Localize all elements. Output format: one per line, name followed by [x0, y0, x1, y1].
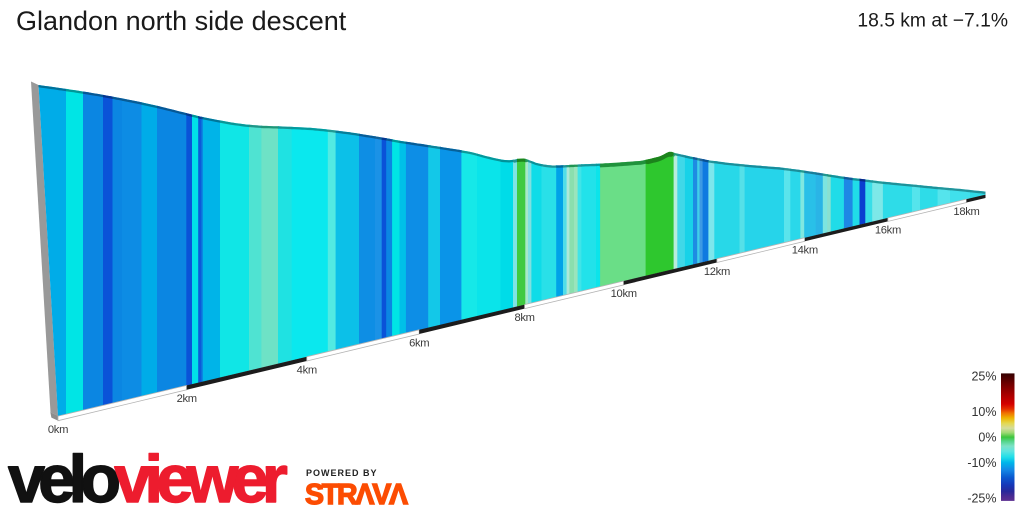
svg-text:Glandon north side descent: Glandon north side descent	[16, 6, 347, 36]
svg-text:4km: 4km	[297, 364, 317, 376]
svg-text:25%: 25%	[971, 370, 996, 384]
svg-text:12km: 12km	[704, 266, 730, 278]
svg-text:0%: 0%	[978, 431, 996, 445]
svg-text:POWERED BY: POWERED BY	[306, 468, 378, 478]
svg-text:14km: 14km	[792, 245, 818, 257]
svg-text:8km: 8km	[514, 312, 534, 324]
svg-text:0km: 0km	[48, 424, 68, 436]
svg-text:-25%: -25%	[967, 491, 996, 505]
svg-text:10km: 10km	[611, 288, 637, 300]
svg-text:18km: 18km	[953, 206, 979, 218]
svg-text:veloviewer: veloviewer	[8, 443, 287, 512]
svg-text:6km: 6km	[409, 337, 429, 349]
svg-text:16km: 16km	[875, 225, 901, 237]
svg-text:10%: 10%	[971, 405, 996, 419]
svg-text:STRΛVΛ: STRΛVΛ	[305, 479, 408, 511]
svg-text:18.5 km at −7.1%: 18.5 km at −7.1%	[857, 11, 1008, 32]
svg-text:-10%: -10%	[967, 456, 996, 470]
svg-text:2km: 2km	[177, 393, 197, 405]
